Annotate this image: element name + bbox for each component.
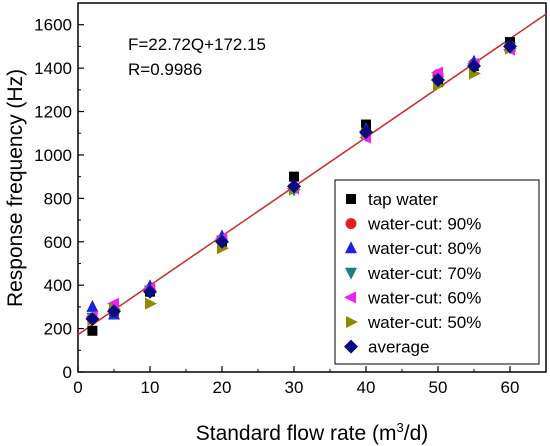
data-points-layer — [85, 37, 517, 336]
legend-label: water-cut: 60% — [367, 288, 481, 307]
legend-marker — [346, 316, 358, 328]
legend-label: water-cut: 80% — [367, 239, 481, 258]
legend: tap water water-cut: 90% water-cut: 80% wat… — [334, 179, 540, 365]
data-point-series-6 — [107, 304, 121, 319]
legend-label: water-cut: 70% — [367, 264, 481, 283]
legend-marker — [345, 241, 357, 254]
y-axis-title: Response frequency (Hz) — [4, 69, 27, 307]
y-tick-label: 1000 — [34, 146, 72, 165]
legend-box — [334, 179, 540, 365]
data-point-series-6 — [143, 284, 157, 299]
data-point-series-6 — [85, 311, 100, 326]
y-tick-label: 1600 — [34, 16, 72, 35]
x-axis-title-sup: 3 — [397, 420, 404, 435]
data-point-series-6 — [215, 234, 229, 249]
x-tick-label: 30 — [285, 378, 304, 397]
x-tick-label: 60 — [501, 378, 520, 397]
legend-marker — [344, 291, 356, 304]
x-tick-label: 10 — [141, 378, 160, 397]
data-point-series-2 — [86, 299, 99, 312]
correlation-annotation: R=0.9986 — [128, 60, 202, 79]
y-tick-label: 1200 — [34, 103, 72, 122]
data-point-series-0 — [87, 325, 98, 336]
fit-line — [77, 13, 547, 336]
fit-line-layer — [77, 13, 547, 336]
y-tick-label: 0 — [63, 363, 72, 382]
legend-marker — [346, 194, 356, 204]
equation-annotation: F=22.72Q+172.15 — [128, 35, 266, 54]
data-point-series-6 — [287, 179, 301, 194]
y-tick-label: 200 — [44, 320, 72, 339]
y-tick-label: 1400 — [34, 59, 72, 78]
y-tick-label: 400 — [44, 276, 72, 295]
legend-marker — [344, 339, 358, 354]
legend-label: water-cut: 50% — [367, 313, 481, 332]
x-axis-title-tail: /d) — [404, 422, 429, 445]
x-axis-title: Standard flow rate (m3/d) — [196, 420, 429, 445]
y-tick-label: 800 — [44, 189, 72, 208]
data-point-series-6 — [503, 39, 517, 54]
axis-ticks-layer: 0 10 20 30 40 50 60020040060080010001200140016… — [34, 16, 519, 397]
legend-label: average — [368, 338, 429, 357]
x-tick-label: 0 — [73, 378, 82, 397]
legend-label: tap water — [368, 190, 438, 209]
y-tick-label: 600 — [44, 233, 72, 252]
legend-marker — [345, 267, 357, 280]
data-point-series-6 — [467, 58, 481, 73]
x-tick-label: 50 — [429, 378, 448, 397]
legend-label: water-cut: 90% — [367, 215, 481, 234]
data-point-series-6 — [431, 73, 445, 88]
data-point-series-0 — [289, 171, 299, 182]
x-axis-title-main: Standard flow rate (m — [196, 422, 397, 445]
x-tick-label: 40 — [357, 378, 376, 397]
data-point-series-6 — [359, 125, 373, 140]
data-point-series-5 — [145, 297, 157, 310]
legend-marker — [345, 218, 357, 230]
x-tick-label: 20 — [213, 378, 232, 397]
